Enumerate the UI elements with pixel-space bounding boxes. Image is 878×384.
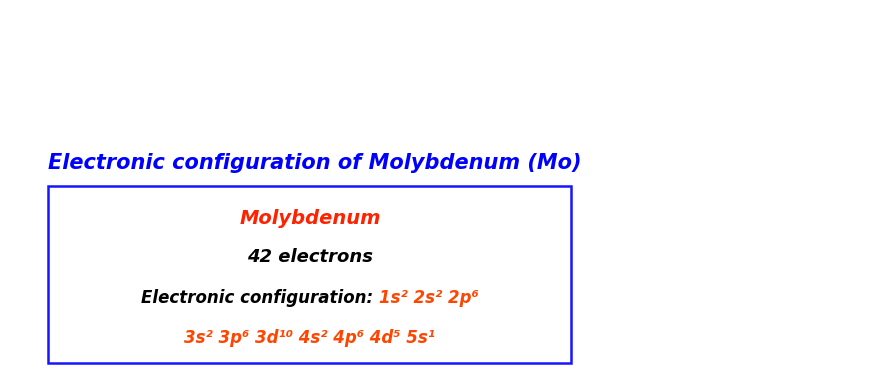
Text: Molybdenum: Molybdenum <box>239 209 380 228</box>
Text: 42 electrons: 42 electrons <box>247 248 372 266</box>
Text: Electronic configuration of Molybdenum (Mo): Electronic configuration of Molybdenum (… <box>48 153 581 173</box>
Text: 1s² 2s² 2p⁶: 1s² 2s² 2p⁶ <box>378 289 479 306</box>
FancyBboxPatch shape <box>48 186 571 363</box>
Text: Electronic configuration:: Electronic configuration: <box>140 289 378 306</box>
Text: 3s² 3p⁶ 3d¹⁰ 4s² 4p⁶ 4d⁵ 5s¹: 3s² 3p⁶ 3d¹⁰ 4s² 4p⁶ 4d⁵ 5s¹ <box>184 329 435 347</box>
